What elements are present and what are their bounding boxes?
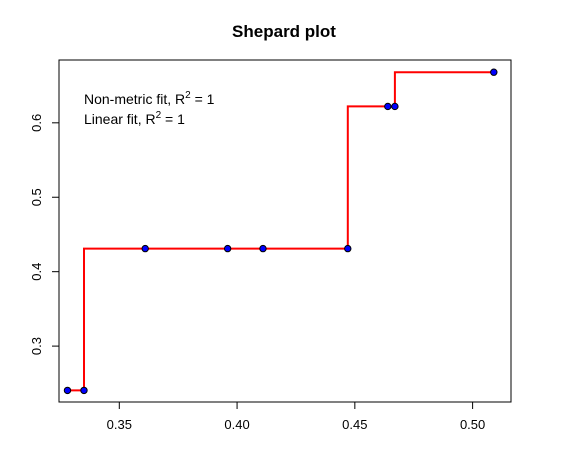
x-tick-label: 0.45 [342,417,367,432]
x-tick-label: 0.35 [107,417,132,432]
x-axis: 0.35 0.40 0.45 0.50 [107,401,485,432]
x-tick-label: 0.50 [460,417,485,432]
y-tick-label: 0.4 [29,263,44,281]
annotation-nonmetric-fit: Non-metric fit, R2 = 1 [84,90,215,107]
data-point [259,244,267,253]
data-point [141,244,149,253]
data-points [63,68,498,395]
y-tick-label: 0.3 [29,337,44,355]
data-point [80,386,88,395]
x-tick-label: 0.40 [224,417,249,432]
data-point [384,102,392,111]
annotation-linear-fit: Linear fit, R2 = 1 [84,110,185,127]
data-point [391,102,399,111]
data-point [63,386,72,395]
y-tick-label: 0.6 [29,114,44,132]
data-point [223,244,232,253]
fit-line-group [67,71,494,392]
y-tick-label: 0.5 [29,188,44,206]
y-axis: 0.3 0.4 0.5 0.6 [29,114,60,355]
data-point [490,68,498,76]
chart-title: Shepard plot [232,22,336,41]
fit-step-line [67,71,494,392]
data-point [344,244,352,253]
